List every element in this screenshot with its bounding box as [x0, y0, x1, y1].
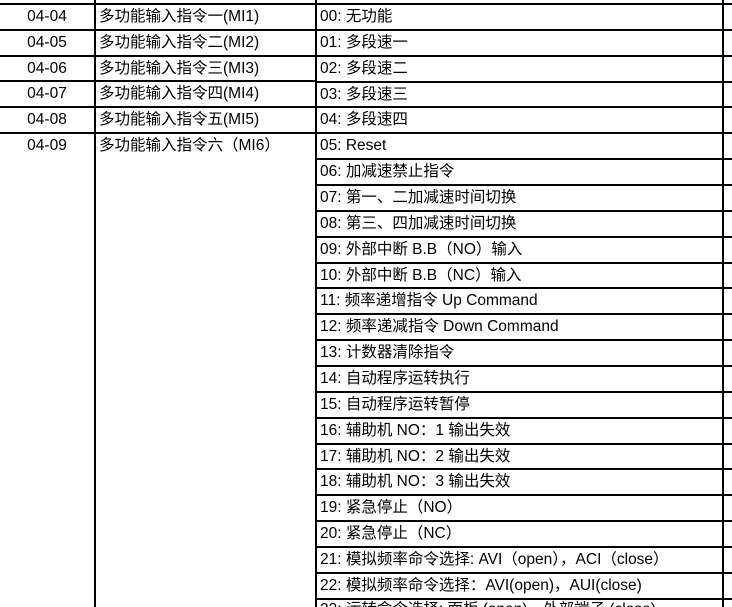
- value-row: 22: 模拟频率命令选择：AVI(open)，AUI(close): [315, 574, 732, 600]
- table-row: 04-09 多功能输入指令六（MI6）: [0, 134, 315, 158]
- param-code: 04-08: [27, 111, 67, 129]
- value-row: 20: 紧急停止（NC）: [315, 522, 732, 549]
- param-code: 04-04: [27, 8, 67, 25]
- value-row: 14: 自动程序运转执行: [315, 367, 732, 393]
- function-value-list: 00: 无功能 01: 多段速一 02: 多段速二 03: 多段速三 04: 多…: [315, 0, 732, 607]
- param-code: 04-09: [27, 136, 67, 154]
- param-name: 多功能输入指令三(MI3): [99, 59, 260, 77]
- value-row: 21: 模拟频率命令选择: AVI（open），ACI（close）: [315, 548, 732, 574]
- value-row: 15: 自动程序运转暂停: [315, 393, 732, 419]
- cutoff-row-top: [0, 0, 315, 5]
- table-row: 04-07 多功能输入指令四(MI4): [0, 82, 315, 109]
- value-row: 09: 外部中断 B.B（NO）输入: [315, 238, 732, 264]
- value-row-cutoff-bottom: 23: 运转命令选择: 面板 (open)，外部端子 (close): [315, 600, 732, 607]
- value-row: 06: 加减速禁止指令: [315, 160, 732, 187]
- value-row: 01: 多段速一: [315, 31, 732, 57]
- table-row: 04-08 多功能输入指令五(MI5): [0, 108, 315, 134]
- value-row: 18: 辅助机 NO：3 输出失效: [315, 470, 732, 497]
- value-row: 08: 第三、四加减速时间切换: [315, 212, 732, 238]
- cutoff-row-top: [315, 0, 732, 5]
- param-name: 多功能输入指令五(MI5): [99, 111, 260, 129]
- value-row: 10: 外部中断 B.B（NC）输入: [315, 264, 732, 290]
- parameter-columns: 04-04 多功能输入指令一(MI1) 04-05 多功能输入指令二(MI2) …: [0, 0, 315, 157]
- value-row: 12: 频率递减指令 Down Command: [315, 315, 732, 342]
- value-row: 07: 第一、二加减速时间切换: [315, 186, 732, 212]
- table-row: 04-06 多功能输入指令三(MI3): [0, 57, 315, 83]
- param-name: 多功能输入指令一(MI1): [99, 8, 260, 25]
- table-rule-vertical-3: [722, 0, 724, 607]
- table-row: 04-04 多功能输入指令一(MI1): [0, 5, 315, 31]
- value-row: 16: 辅助机 NO：1 输出失效: [315, 419, 732, 445]
- param-code: 04-06: [27, 59, 67, 77]
- value-row: 13: 计数器清除指令: [315, 341, 732, 368]
- value-row: 03: 多段速三: [315, 83, 732, 109]
- value-row: 19: 紧急停止（NO）: [315, 496, 732, 523]
- table-rule-vertical-1: [94, 0, 96, 607]
- value-row: 00: 无功能: [315, 5, 732, 31]
- value-row: 11: 频率递增指令 Up Command: [315, 289, 732, 316]
- param-code: 04-07: [27, 85, 67, 103]
- param-name: 多功能输入指令二(MI2): [99, 33, 260, 51]
- value-row: 05: Reset: [315, 134, 732, 161]
- param-code: 04-05: [27, 33, 67, 51]
- value-row: 04: 多段速四: [315, 108, 732, 135]
- value-row: 02: 多段速二: [315, 57, 732, 83]
- param-name: 多功能输入指令六（MI6）: [99, 136, 280, 154]
- table-rule-vertical-2: [315, 0, 317, 607]
- value-row: 17: 辅助机 NO：2 输出失效: [315, 445, 732, 471]
- table-row: 04-05 多功能输入指令二(MI2): [0, 31, 315, 57]
- param-name: 多功能输入指令四(MI4): [99, 85, 260, 103]
